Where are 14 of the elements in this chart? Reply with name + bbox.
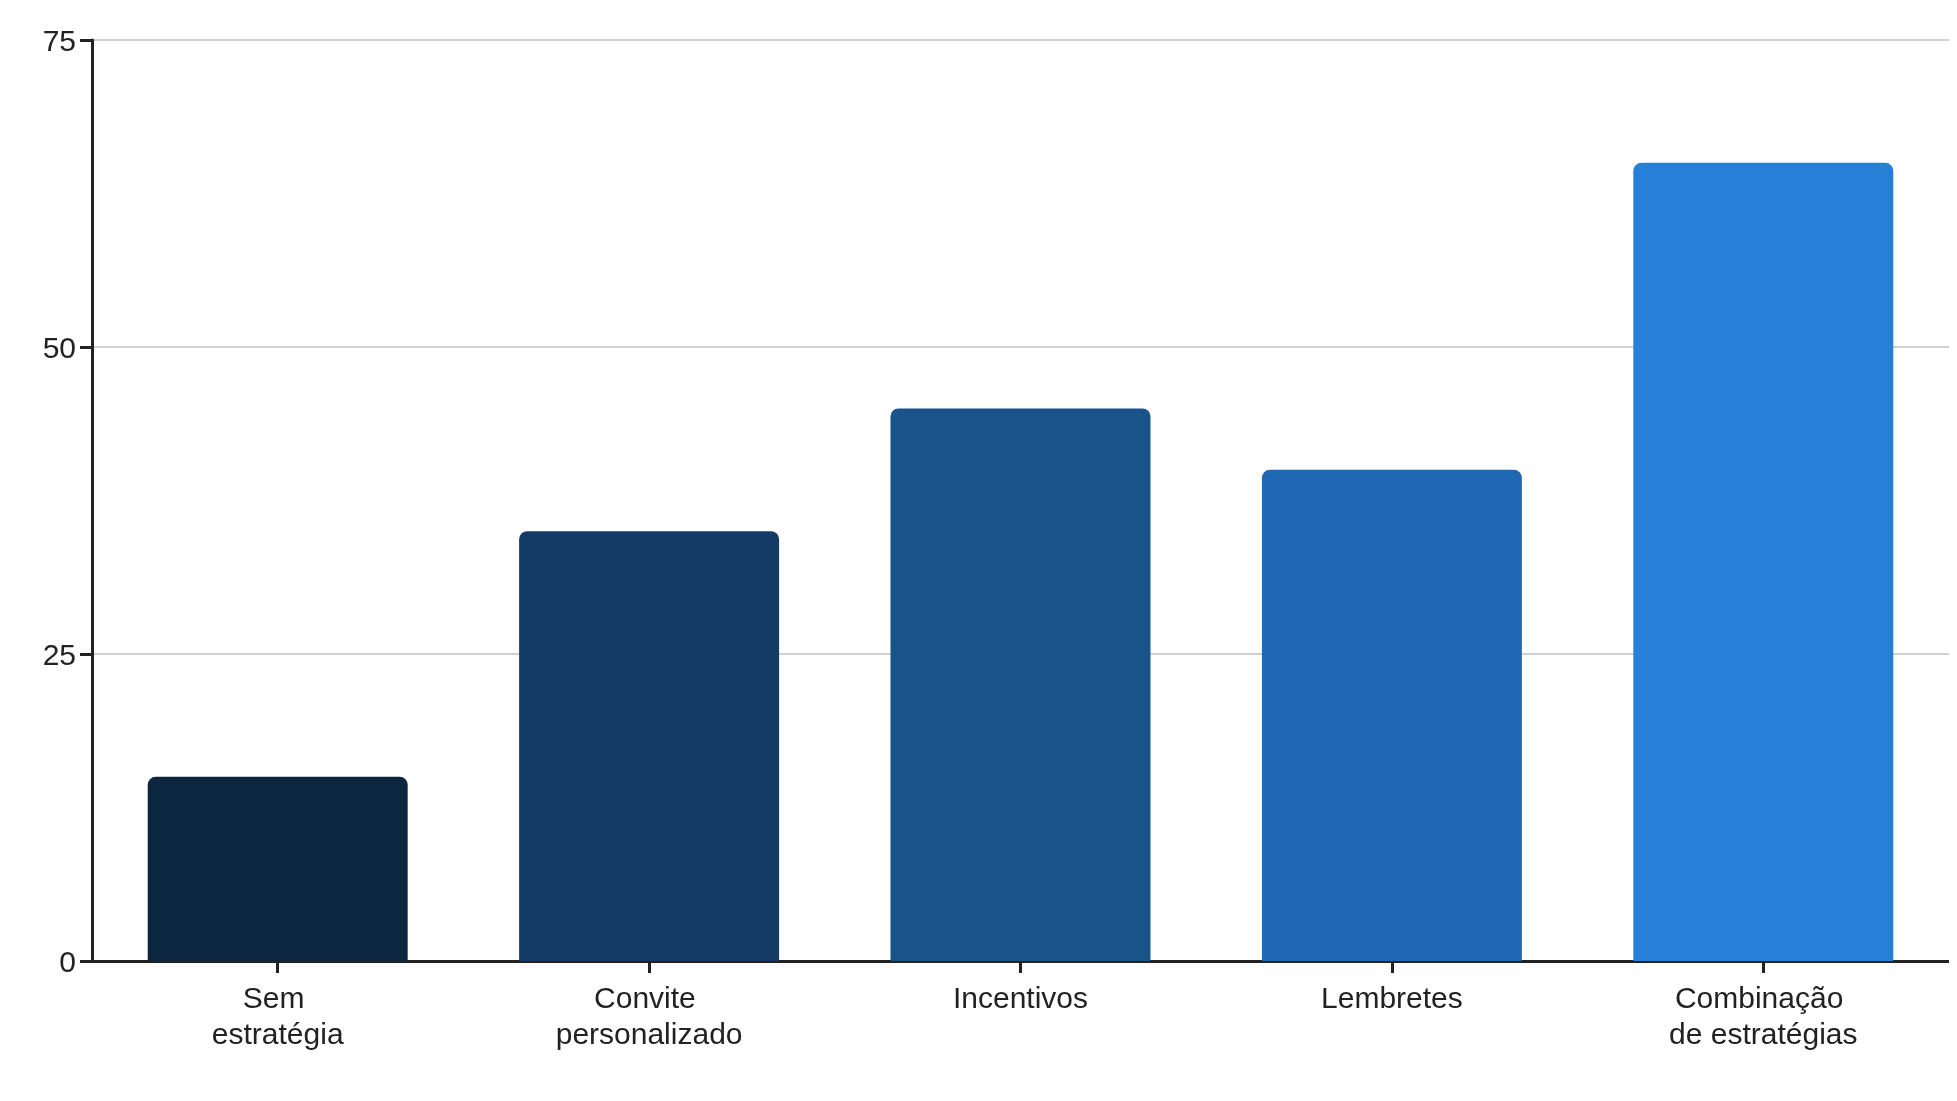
bar	[1633, 162, 1894, 961]
y-tick-label: 25	[42, 637, 76, 671]
bar	[147, 776, 408, 961]
x-tick-label: Convite personalizado	[555, 980, 743, 1050]
bar	[890, 408, 1151, 961]
x-tick-label: Sem estratégia	[211, 980, 344, 1050]
x-tick-label: Combinação de estratégias	[1669, 980, 1858, 1050]
y-tick-label: 0	[59, 944, 76, 978]
x-tick-label: Incentivos	[952, 980, 1089, 1014]
y-tick-label: 50	[42, 330, 76, 364]
x-tick-label: Lembretes	[1321, 980, 1463, 1014]
bar	[1261, 469, 1522, 961]
bar	[519, 531, 780, 961]
y-tick-label: 75	[42, 23, 76, 57]
